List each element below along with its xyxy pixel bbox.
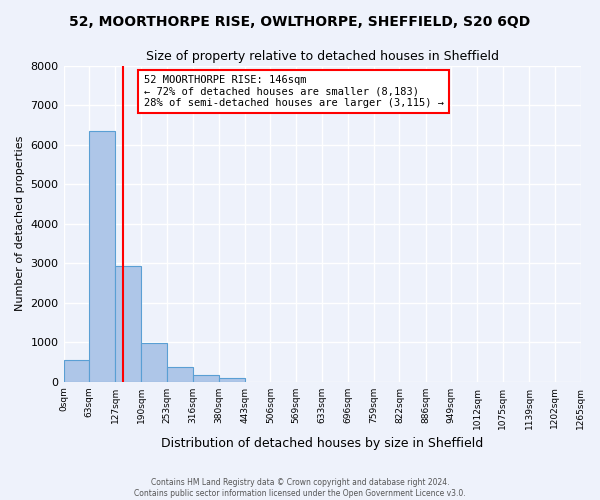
Bar [219,378,245,382]
Bar [167,367,193,382]
Bar [141,343,167,382]
Text: 52 MOORTHORPE RISE: 146sqm
← 72% of detached houses are smaller (8,183)
28% of s: 52 MOORTHORPE RISE: 146sqm ← 72% of deta… [143,75,443,108]
Title: Size of property relative to detached houses in Sheffield: Size of property relative to detached ho… [146,50,499,63]
Bar [89,131,115,382]
Bar [115,266,141,382]
Bar [64,360,89,382]
Text: 52, MOORTHORPE RISE, OWLTHORPE, SHEFFIELD, S20 6QD: 52, MOORTHORPE RISE, OWLTHORPE, SHEFFIEL… [70,15,530,29]
X-axis label: Distribution of detached houses by size in Sheffield: Distribution of detached houses by size … [161,437,483,450]
Bar [193,375,219,382]
Text: Contains HM Land Registry data © Crown copyright and database right 2024.
Contai: Contains HM Land Registry data © Crown c… [134,478,466,498]
Y-axis label: Number of detached properties: Number of detached properties [15,136,25,312]
